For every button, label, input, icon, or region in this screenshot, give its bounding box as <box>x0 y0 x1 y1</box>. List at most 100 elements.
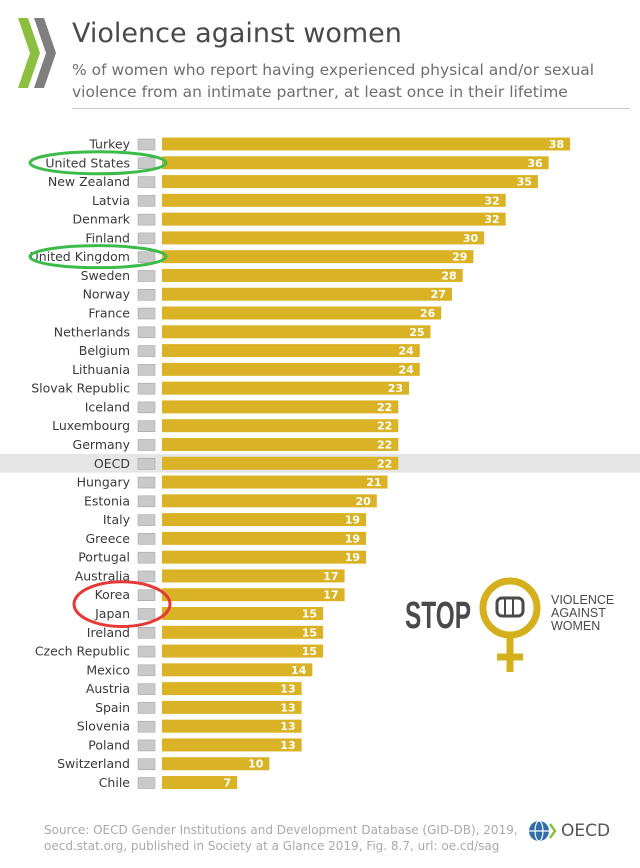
value-label-czech-republic: 15 <box>302 645 317 658</box>
value-label-slovenia: 13 <box>280 720 295 733</box>
bar-australia <box>162 569 345 583</box>
flag-icon-greece <box>137 533 156 545</box>
source-note: Source: OECD Gender Institutions and Dev… <box>44 822 524 854</box>
value-label-estonia: 20 <box>355 495 371 508</box>
flag-icon-mexico <box>137 664 156 677</box>
flag-icon-germany <box>137 439 156 451</box>
value-label-belgium: 24 <box>398 345 414 358</box>
page-subtitle: % of women who report having experienced… <box>72 61 595 101</box>
value-label-norway: 27 <box>431 288 446 301</box>
flag-icon-sweden <box>137 270 156 282</box>
header-divider <box>72 108 630 109</box>
value-label-iceland: 22 <box>377 401 392 414</box>
category-label-sweden: Sweden <box>81 268 130 283</box>
category-label-denmark: Denmark <box>73 212 131 227</box>
category-label-greece: Greece <box>86 531 131 546</box>
category-label-netherlands: Netherlands <box>54 324 130 339</box>
value-label-oecd: 22 <box>377 457 392 470</box>
category-label-spain: Spain <box>95 700 130 715</box>
value-label-poland: 13 <box>280 739 295 752</box>
value-label-portugal: 19 <box>345 551 360 564</box>
flag-icon-switzerland <box>137 758 156 770</box>
bar-sweden <box>162 268 463 282</box>
globe-icon <box>529 820 557 842</box>
venus-circle <box>479 577 541 639</box>
flag-icon-oecd <box>137 458 156 470</box>
category-label-japan: Japan <box>94 606 130 621</box>
flag-icon-united-states <box>137 157 156 170</box>
bar-mexico <box>162 663 313 677</box>
women-text: WOMEN <box>551 619 600 633</box>
flag-icon-denmark <box>137 213 156 226</box>
category-label-slovenia: Slovenia <box>77 719 130 734</box>
flag-icon-australia <box>137 570 156 583</box>
bar-denmark <box>162 212 506 226</box>
value-label-switzerland: 10 <box>248 758 264 771</box>
category-label-portugal: Portugal <box>78 550 130 565</box>
category-label-slovak-republic: Slovak Republic <box>31 381 130 396</box>
bar-ireland <box>162 625 324 639</box>
category-label-mexico: Mexico <box>86 662 130 677</box>
bar-czech-republic <box>162 644 324 658</box>
red-highlight-circle <box>72 580 172 628</box>
flag-icon-lithuania <box>137 364 156 376</box>
bar-finland <box>162 231 485 245</box>
bar-chile <box>162 776 238 790</box>
flag-icon-portugal <box>137 551 156 564</box>
against-text: AGAINST <box>551 606 606 620</box>
flag-icon-finland <box>137 232 156 245</box>
flag-icon-ireland <box>137 627 156 639</box>
category-label-switzerland: Switzerland <box>57 756 130 771</box>
flag-icon-korea <box>137 589 156 601</box>
value-label-germany: 22 <box>377 438 392 451</box>
category-label-united-states: United States <box>45 155 130 170</box>
category-label-australia: Australia <box>75 568 130 583</box>
value-label-korea: 17 <box>323 589 338 602</box>
flag-icon-austria <box>137 683 156 695</box>
value-label-australia: 17 <box>323 570 338 583</box>
value-label-mexico: 14 <box>291 664 307 677</box>
flag-icon-slovak-republic <box>137 382 156 395</box>
bar-iceland <box>162 400 399 414</box>
bar-switzerland <box>162 757 270 771</box>
value-label-spain: 13 <box>280 701 295 714</box>
value-label-luxembourg: 22 <box>377 420 392 433</box>
bar-oecd <box>162 456 399 470</box>
bar-united-states <box>162 156 549 170</box>
category-label-latvia: Latvia <box>92 193 130 208</box>
bar-spain <box>162 700 302 714</box>
flag-icon-italy <box>137 514 156 526</box>
value-label-ireland: 15 <box>302 626 317 639</box>
flag-icon-czech-republic <box>137 645 156 658</box>
category-label-united-kingdom: United Kingdom <box>30 249 130 264</box>
oecd-label: OECD <box>561 821 611 841</box>
oecd-chevron-logo <box>18 18 56 88</box>
category-label-luxembourg: Luxembourg <box>52 418 130 433</box>
category-label-norway: Norway <box>83 287 131 302</box>
category-label-belgium: Belgium <box>79 343 130 358</box>
category-label-czech-republic: Czech Republic <box>35 644 130 659</box>
flag-icon-slovenia <box>137 720 156 733</box>
category-label-lithuania: Lithuania <box>72 362 130 377</box>
bar-luxembourg <box>162 419 399 433</box>
green-highlight-circle <box>28 150 168 176</box>
bar-slovenia <box>162 719 302 733</box>
flag-icon-luxembourg <box>137 420 156 432</box>
bar-new-zealand <box>162 175 538 189</box>
bar-germany <box>162 437 399 451</box>
flag-icon-poland <box>137 739 156 752</box>
category-label-austria: Austria <box>86 681 130 696</box>
bar-belgium <box>162 344 420 358</box>
bar-slovak-republic <box>162 381 410 395</box>
category-label-ireland: Ireland <box>87 625 130 640</box>
category-label-new-zealand: New Zealand <box>48 174 130 189</box>
category-label-hungary: Hungary <box>77 475 131 490</box>
source-line-2: oecd.stat.org, published in Society at a… <box>44 839 500 853</box>
value-label-netherlands: 25 <box>409 326 424 339</box>
flag-icon-estonia <box>137 495 156 508</box>
flag-icon-latvia <box>137 195 156 207</box>
value-label-finland: 30 <box>463 232 479 245</box>
flag-icon-new-zealand <box>137 176 156 188</box>
category-label-chile: Chile <box>99 775 131 790</box>
stop-text: STOP <box>405 595 471 637</box>
